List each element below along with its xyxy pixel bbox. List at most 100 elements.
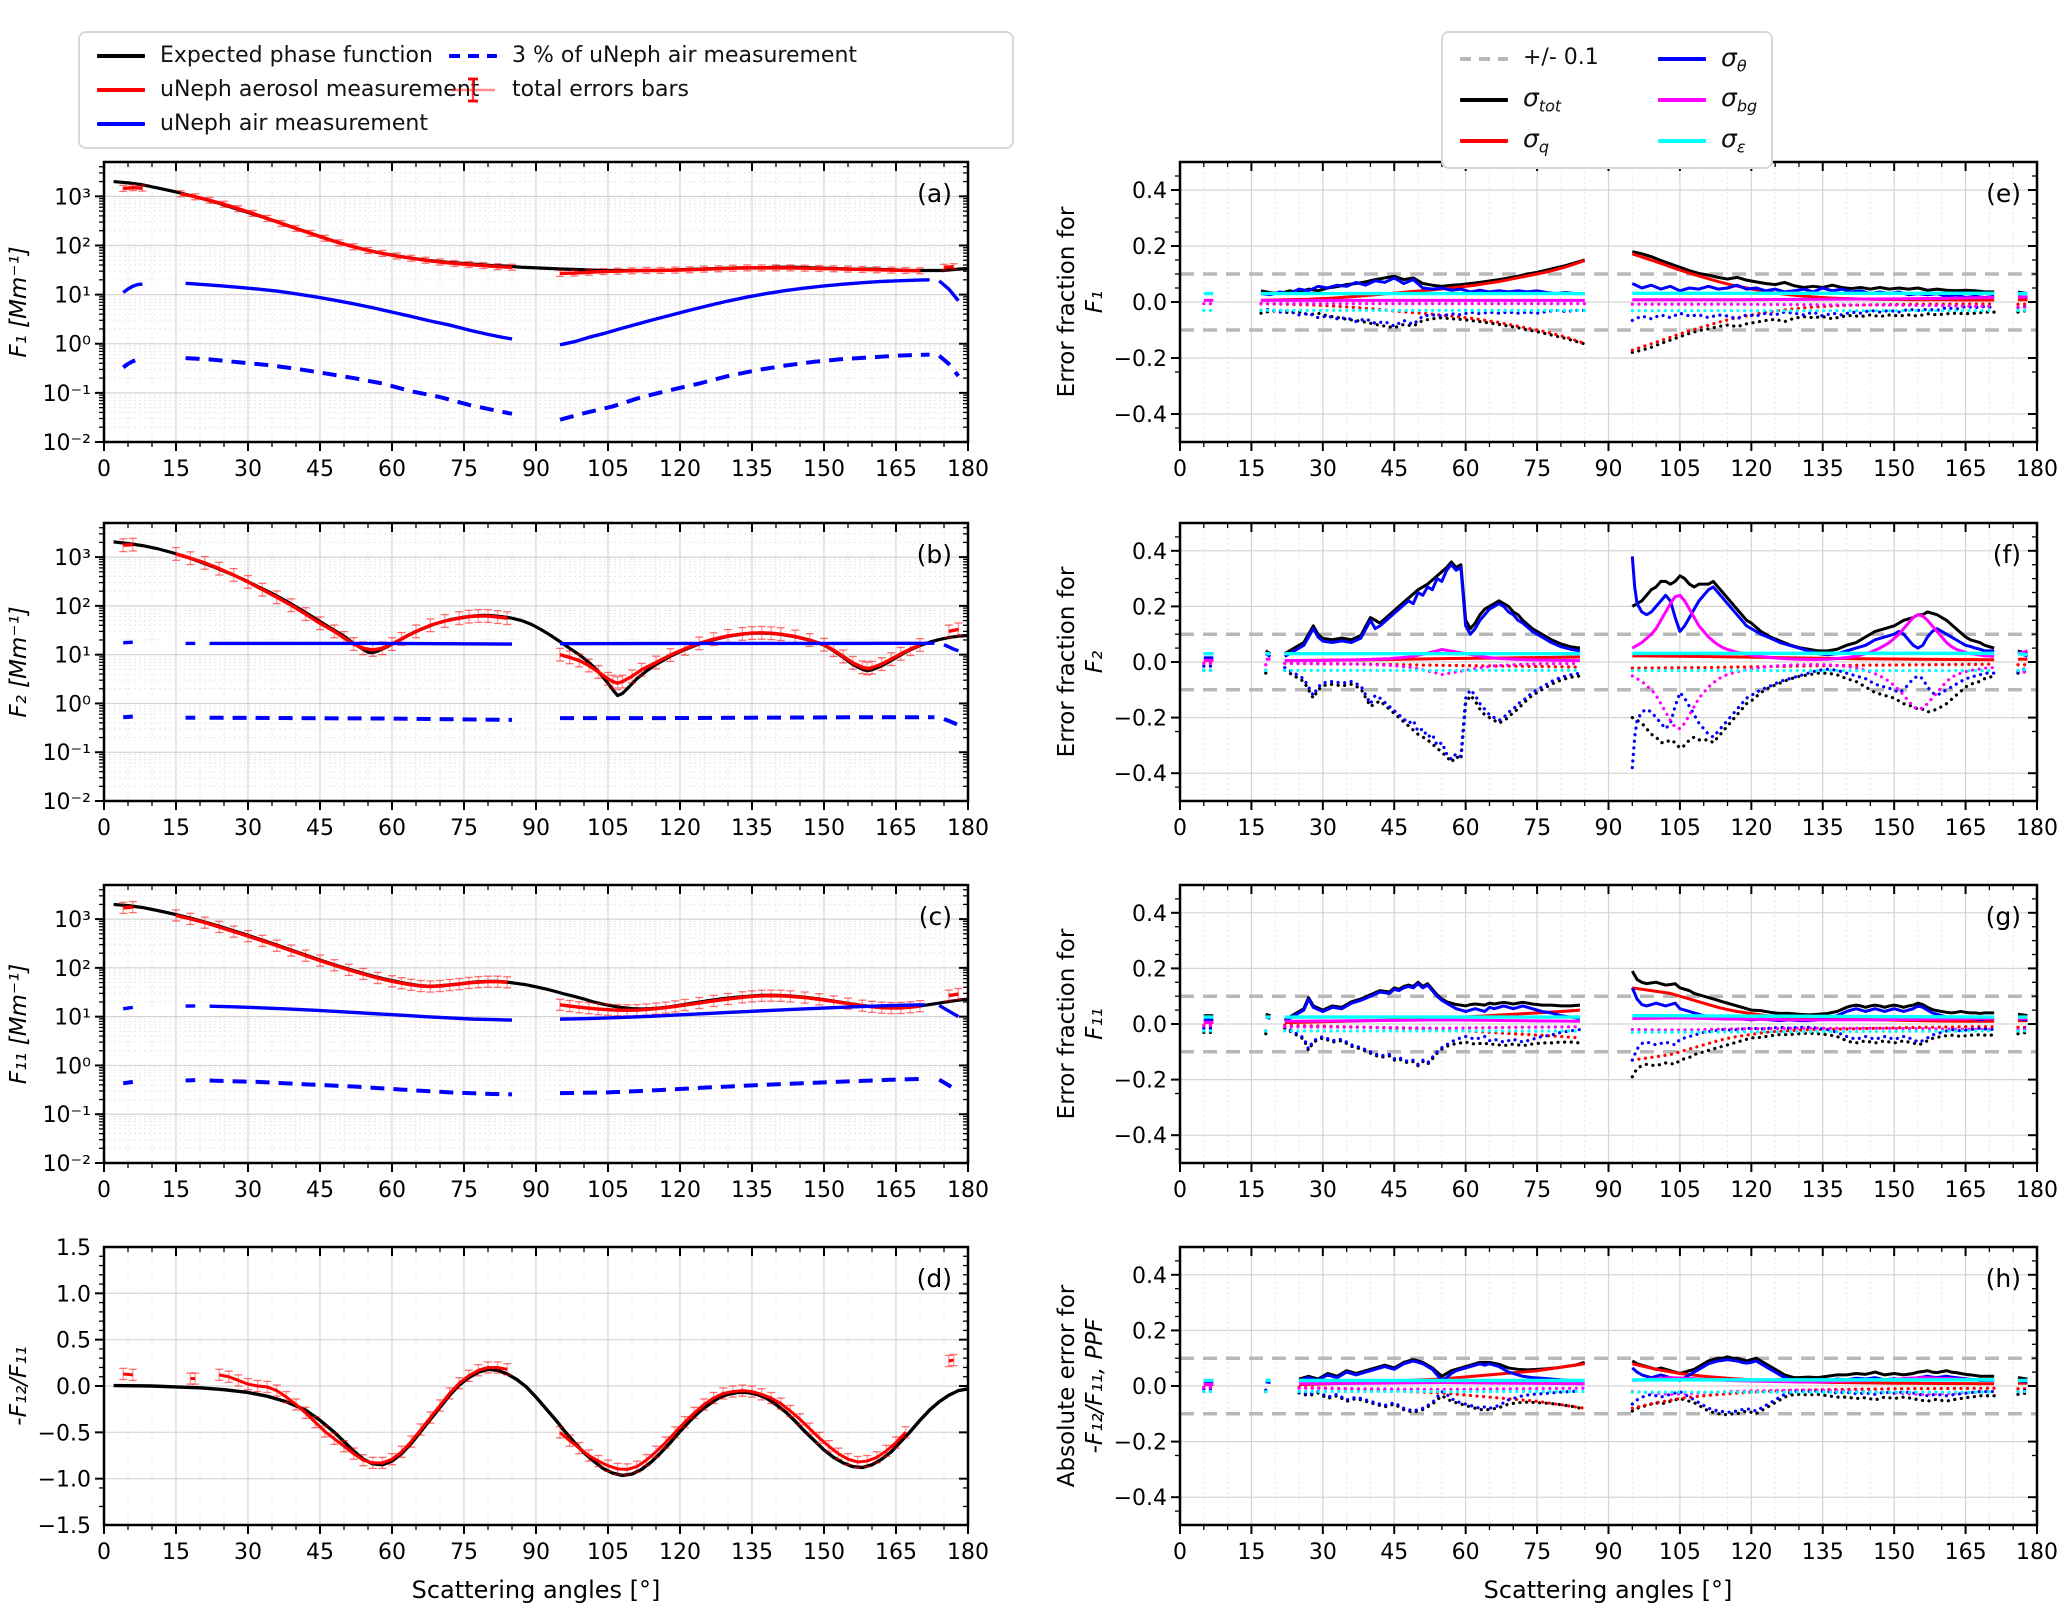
svg-text:−0.4: −0.4: [1114, 403, 1167, 428]
svg-text:0: 0: [1173, 816, 1187, 841]
svg-text:180: 180: [947, 816, 989, 841]
ylabel-d: -F₁₂/F₁₁: [6, 1346, 32, 1425]
solid-line-icon: [96, 75, 146, 105]
svg-text:15: 15: [162, 457, 190, 482]
legend-label: uNeph air measurement: [160, 111, 428, 136]
svg-text:135: 135: [1802, 816, 1844, 841]
svg-text:150: 150: [1873, 457, 1915, 482]
panel-e: 0 15 30 45 60 75 90 105 120 135 150 165 180 0.4 0.2 0.0…: [1054, 160, 2058, 482]
ylabel-c: F₁₁ [Mm⁻¹]: [6, 964, 32, 1085]
svg-text:10⁻²: 10⁻²: [43, 1152, 91, 1177]
legend-label-main: σ: [1721, 42, 1737, 72]
legend-label: 3 % of uNeph air measurement: [512, 43, 858, 68]
svg-text:0.0: 0.0: [1132, 651, 1167, 676]
legend-label-sub: bg: [1736, 96, 1758, 116]
svg-text:1.0: 1.0: [56, 1282, 91, 1307]
solid-line-icon: [96, 109, 146, 139]
legend-label: Expected phase function: [160, 43, 433, 68]
svg-text:45: 45: [306, 457, 334, 482]
svg-text:45: 45: [1380, 457, 1408, 482]
dashed-line-icon: [1459, 44, 1509, 74]
svg-text:10¹: 10¹: [54, 644, 91, 669]
svg-text:0.0: 0.0: [1132, 1375, 1167, 1400]
panel-label-g: (g): [1986, 902, 2021, 931]
svg-text:75: 75: [450, 1540, 478, 1565]
svg-text:150: 150: [803, 457, 845, 482]
svg-text:180: 180: [2016, 816, 2058, 841]
svg-text:180: 180: [2016, 1540, 2058, 1565]
svg-text:150: 150: [1873, 816, 1915, 841]
svg-text:−0.2: −0.2: [1114, 707, 1167, 732]
legend-label-main: σ: [1523, 83, 1539, 113]
svg-text:75: 75: [1523, 457, 1551, 482]
ylabel-g: F₁₁: [1082, 1008, 1108, 1040]
svg-text:120: 120: [659, 457, 701, 482]
series-air: [123, 640, 959, 653]
svg-text:0: 0: [97, 457, 111, 482]
svg-text:10⁰: 10⁰: [54, 692, 91, 717]
legend-label: uNeph aerosol measurement: [160, 77, 480, 102]
svg-text:90: 90: [522, 816, 550, 841]
legend-label-main: σ: [1523, 123, 1539, 153]
svg-text:135: 135: [1802, 1540, 1844, 1565]
svg-text:10²: 10²: [54, 957, 91, 982]
svg-text:165: 165: [875, 1178, 917, 1203]
svg-text:120: 120: [659, 816, 701, 841]
svg-text:0: 0: [97, 1540, 111, 1565]
svg-text:120: 120: [1730, 816, 1772, 841]
svg-text:165: 165: [1945, 816, 1987, 841]
svg-text:0.4: 0.4: [1132, 902, 1167, 927]
svg-text:0.2: 0.2: [1132, 957, 1167, 982]
panel-h: 0 15 30 45 60 75 90 105 120 135 150 165 180 0.4 0.2 0.0…: [1054, 1245, 2058, 1565]
panel-b: 0 15 30 45 60 75 90 105 120 135 150 165 180 10³ 10² 10¹…: [6, 521, 989, 841]
legend-item-q: σq: [1459, 126, 1657, 156]
svg-text:0.5: 0.5: [56, 1329, 91, 1354]
svg-text:165: 165: [875, 457, 917, 482]
svg-text:0.4: 0.4: [1132, 540, 1167, 565]
svg-text:10⁻²: 10⁻²: [43, 790, 91, 815]
legend-right: +/- 0.1 σtot σq σθ σbg σε: [1441, 31, 1773, 169]
svg-text:75: 75: [450, 1178, 478, 1203]
svg-text:0: 0: [1173, 457, 1187, 482]
svg-text:165: 165: [875, 816, 917, 841]
xaxis-label-right: Scattering angles [°]: [1483, 1576, 1733, 1604]
svg-text:30: 30: [234, 816, 262, 841]
series-sigma_bg: [1202, 1016, 2030, 1032]
svg-text:75: 75: [1523, 1540, 1551, 1565]
panel-label-b: (b): [917, 540, 952, 569]
svg-text:0: 0: [97, 816, 111, 841]
ylabel-e: Error fraction for: [1054, 206, 1080, 397]
legend-label-sub: θ: [1736, 56, 1747, 76]
svg-text:165: 165: [1945, 1540, 1987, 1565]
svg-text:90: 90: [522, 457, 550, 482]
svg-text:90: 90: [522, 1178, 550, 1203]
svg-text:−1.0: −1.0: [38, 1468, 91, 1493]
svg-text:165: 165: [1945, 457, 1987, 482]
series-sigma_eps: [1202, 1013, 2030, 1034]
series-sigma_eps: [1202, 651, 2030, 673]
panel-d: 0 15 30 45 60 75 90 105 120 135 150 165 180 1.5 1.0 0.5…: [6, 1236, 989, 1565]
svg-text:150: 150: [803, 1540, 845, 1565]
legend-label: σε: [1721, 126, 1746, 155]
svg-text:0.0: 0.0: [1132, 1013, 1167, 1038]
legend-label-sub: tot: [1538, 96, 1562, 116]
svg-text:−0.4: −0.4: [1114, 1486, 1167, 1511]
svg-text:75: 75: [450, 457, 478, 482]
legend-item-3-of-uneph-air-measurement: 3 % of uNeph air measurement: [448, 41, 996, 71]
legend-item-bg: σbg: [1657, 85, 1757, 115]
svg-text:105: 105: [1659, 816, 1701, 841]
svg-text:10⁻¹: 10⁻¹: [43, 741, 91, 766]
svg-text:10³: 10³: [54, 908, 91, 933]
svg-text:10⁻¹: 10⁻¹: [43, 1103, 91, 1128]
svg-text:0.0: 0.0: [56, 1375, 91, 1400]
svg-text:165: 165: [875, 1540, 917, 1565]
series-sigma_bg: [1202, 295, 2030, 309]
svg-text:30: 30: [1309, 457, 1337, 482]
svg-text:60: 60: [1452, 1178, 1480, 1203]
svg-text:60: 60: [1452, 1540, 1480, 1565]
svg-text:60: 60: [378, 816, 406, 841]
svg-text:−0.2: −0.2: [1114, 1069, 1167, 1094]
svg-text:165: 165: [1945, 1178, 1987, 1203]
series-air: [122, 1003, 960, 1022]
svg-text:120: 120: [659, 1178, 701, 1203]
